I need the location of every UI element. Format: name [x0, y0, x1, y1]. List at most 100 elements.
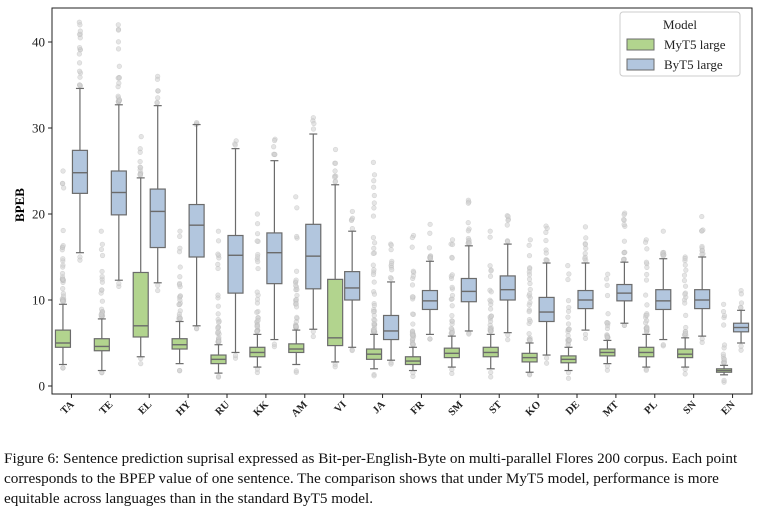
- outlier-point: [526, 276, 533, 282]
- outlier-point: [720, 351, 726, 357]
- outlier-point: [293, 194, 299, 200]
- outlier-point: [621, 256, 627, 262]
- outlier-point: [332, 160, 339, 166]
- outlier-point: [660, 342, 666, 348]
- outlier-point: [721, 301, 727, 307]
- outlier-point: [410, 321, 416, 327]
- outlier-point: [371, 291, 378, 297]
- x-tick-label: PL: [643, 399, 660, 416]
- outlier-point: [61, 185, 67, 191]
- legend-swatch: [626, 58, 655, 71]
- outlier-point: [721, 342, 728, 348]
- x-tick-label: TE: [98, 399, 116, 417]
- outlier-point: [254, 254, 261, 260]
- outlier-point: [466, 331, 472, 337]
- outlier-point: [387, 274, 394, 281]
- box-el-byt5: [149, 188, 166, 249]
- outlier-point: [99, 252, 106, 259]
- x-tick-label: RU: [214, 399, 233, 418]
- box-hy-byt5: [188, 203, 205, 258]
- outlier-point: [60, 286, 66, 292]
- outlier-point: [526, 253, 533, 259]
- outlier-point: [465, 200, 471, 206]
- outlier-point: [215, 325, 221, 331]
- outlier-point: [254, 300, 261, 306]
- outlier-point: [682, 283, 689, 289]
- outlier-point: [137, 171, 143, 178]
- outlier-point: [77, 44, 83, 51]
- outlier-point: [254, 309, 260, 315]
- outlier-point: [487, 263, 493, 269]
- outlier-point: [449, 272, 455, 278]
- outlier-point: [332, 178, 339, 184]
- outlier-point: [310, 328, 316, 335]
- outlier-point: [138, 134, 144, 140]
- outlier-point: [371, 373, 377, 379]
- x-tick-label: FR: [409, 399, 427, 417]
- outlier-point: [449, 241, 456, 248]
- outlier-point: [410, 332, 416, 338]
- outlier-point: [177, 315, 183, 321]
- outlier-point: [255, 317, 261, 323]
- outlier-point: [488, 298, 494, 305]
- outlier-point: [487, 273, 494, 279]
- outlier-point: [370, 271, 377, 278]
- boxplot-chart: 0 10 20 30 40 TA TE EL HY RU KK AM VI JA FR SM ST KO DE MT…: [12, 7, 753, 419]
- x-tick-label: KK: [252, 399, 272, 419]
- outlier-point: [466, 240, 473, 246]
- x-tick-label: JA: [371, 399, 388, 416]
- outlier-point: [371, 205, 377, 211]
- outlier-point: [604, 320, 610, 326]
- figure-caption: Figure 6: Sentence prediction suprisal e…: [4, 450, 738, 507]
- outlier-point: [98, 228, 104, 234]
- outlier-point: [738, 291, 744, 297]
- outlier-point: [370, 262, 376, 268]
- outlier-point: [449, 237, 456, 243]
- outlier-point: [604, 363, 610, 369]
- outlier-point: [349, 208, 355, 215]
- box-ta-myt5: [54, 329, 72, 348]
- outlier-point: [642, 320, 649, 326]
- outlier-point: [465, 220, 471, 226]
- outlier-point: [449, 292, 456, 299]
- outlier-point: [505, 217, 511, 223]
- outlier-point: [60, 180, 66, 187]
- outlier-point: [155, 287, 161, 294]
- outlier-point: [271, 341, 277, 347]
- outlier-point: [721, 356, 728, 363]
- outlier-point: [177, 264, 183, 270]
- outlier-point: [99, 241, 105, 247]
- outlier-point: [682, 300, 688, 306]
- outlier-point: [60, 168, 66, 174]
- outlier-point: [505, 238, 511, 245]
- outlier-point: [738, 304, 744, 311]
- outlier-point: [488, 268, 494, 274]
- outlier-point: [643, 259, 650, 265]
- outlier-point: [371, 320, 377, 327]
- outlier-point: [371, 184, 377, 190]
- outlier-point: [643, 367, 649, 373]
- outlier-point: [215, 373, 222, 380]
- plot-frame: [51, 7, 753, 395]
- outlier-point: [60, 256, 66, 262]
- outlier-point: [621, 238, 628, 244]
- y-tick-label: 40: [32, 35, 45, 50]
- outlier-point: [155, 88, 161, 94]
- x-tick-label: MT: [601, 399, 621, 419]
- outlier-point: [449, 255, 455, 261]
- box-pl-byt5: [655, 289, 672, 311]
- box-fr-byt5: [421, 289, 439, 311]
- outlier-point: [682, 366, 688, 373]
- y-tick-label: 10: [32, 293, 45, 308]
- outlier-point: [293, 301, 299, 307]
- outlier-point: [371, 302, 377, 309]
- box-st-byt5: [499, 275, 516, 301]
- outlier-point: [583, 245, 589, 251]
- outlier-point: [410, 268, 416, 274]
- outlier-point: [294, 292, 300, 299]
- outlier-point: [526, 242, 532, 248]
- outlier-point: [272, 151, 278, 157]
- outlier-point: [699, 339, 705, 346]
- outlier-point: [372, 240, 378, 246]
- outlier-point: [215, 303, 221, 309]
